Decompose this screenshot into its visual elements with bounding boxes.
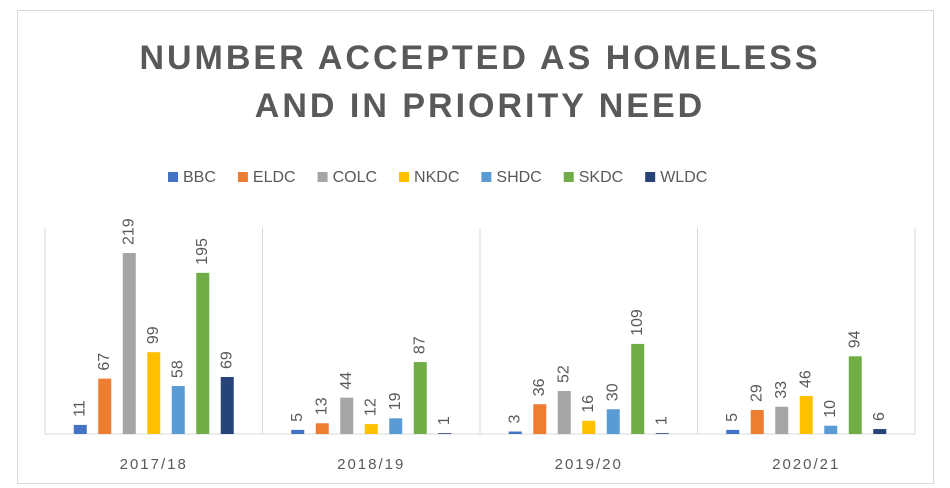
- bar: [582, 420, 596, 434]
- bar: [147, 352, 161, 434]
- legend-label: BBC: [183, 169, 216, 186]
- legend-label: ELDC: [253, 169, 296, 186]
- data-label: 5: [724, 413, 741, 422]
- data-label: 3: [506, 415, 523, 424]
- bar: [508, 431, 522, 434]
- x-tick-label: 2019/20: [555, 456, 623, 473]
- x-tick-label: 2020/21: [772, 456, 840, 473]
- data-label: 6: [871, 412, 888, 421]
- data-label: 195: [194, 238, 211, 265]
- legend-swatch: [317, 172, 328, 182]
- data-label: 67: [96, 353, 113, 371]
- data-label: 52: [555, 365, 572, 383]
- bar: [315, 423, 329, 434]
- data-label: 58: [169, 360, 186, 378]
- legend-swatch: [645, 172, 656, 182]
- data-label: 87: [411, 336, 428, 354]
- bar: [98, 378, 112, 434]
- data-label: 94: [846, 330, 863, 348]
- data-label: 5: [289, 413, 306, 422]
- data-label: 1: [653, 416, 670, 425]
- data-label: 46: [797, 370, 814, 388]
- legend-swatch: [399, 172, 410, 182]
- bar: [438, 433, 452, 434]
- data-label: 19: [387, 392, 404, 410]
- legend-swatch: [237, 172, 248, 182]
- bar: [606, 409, 620, 434]
- bar: [848, 356, 862, 434]
- data-label: 44: [338, 372, 355, 390]
- bar: [340, 397, 354, 434]
- data-label: 16: [580, 395, 597, 413]
- bar: [726, 429, 740, 434]
- data-label: 109: [629, 309, 646, 336]
- bar: [824, 425, 838, 434]
- chart-title: NUMBER ACCEPTED AS HOMELESS AND IN PRIOR…: [139, 39, 821, 125]
- bar: [533, 404, 547, 434]
- legend-swatch: [481, 172, 492, 182]
- legend-swatch: [168, 172, 178, 182]
- bar: [364, 424, 378, 434]
- bar: [171, 386, 185, 434]
- legend-label: COLC: [333, 169, 377, 186]
- legend-label: NKDC: [414, 169, 459, 186]
- bar: [631, 343, 645, 434]
- data-label: 69: [218, 351, 235, 369]
- bar: [799, 395, 813, 434]
- x-tick-label: 2017/18: [120, 456, 188, 473]
- data-label: 1: [436, 416, 453, 425]
- bar: [220, 376, 234, 434]
- bar: [73, 424, 87, 434]
- data-label: 29: [748, 384, 765, 402]
- data-label: 30: [604, 383, 621, 401]
- bar: [291, 429, 305, 434]
- bar: [413, 362, 427, 434]
- legend-label: WLDC: [660, 169, 707, 186]
- data-label: 12: [362, 398, 379, 416]
- bar: [750, 410, 764, 434]
- data-label: 11: [71, 400, 88, 417]
- bar: [389, 418, 403, 434]
- x-tick-label: 2018/19: [337, 456, 405, 473]
- bar: [122, 253, 136, 434]
- data-label: 219: [120, 218, 137, 245]
- data-label: 10: [822, 400, 839, 418]
- chart-frame: [17, 10, 934, 484]
- legend-label: SHDC: [496, 169, 541, 186]
- legend-swatch: [563, 172, 574, 182]
- data-label: 99: [145, 326, 162, 344]
- bar: [873, 429, 887, 434]
- bar: [557, 391, 571, 434]
- data-label: 33: [773, 381, 790, 399]
- data-label: 13: [313, 397, 330, 415]
- legend-label: SKDC: [579, 169, 623, 186]
- bar: [655, 433, 669, 434]
- data-label: 36: [531, 378, 548, 396]
- bar: [196, 272, 210, 434]
- bar: [775, 406, 789, 434]
